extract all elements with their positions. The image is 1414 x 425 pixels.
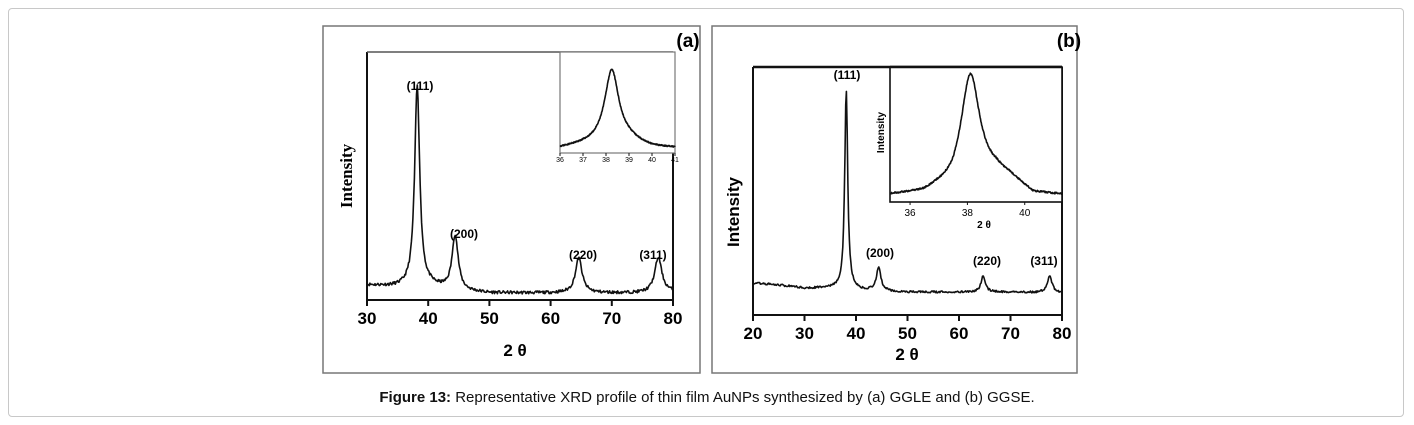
x-tick-label: 70	[602, 309, 621, 328]
peak-label: (311)	[1030, 254, 1057, 268]
inset-x-axis-label: 2 θ	[977, 220, 991, 231]
x-tick-label: 70	[1001, 324, 1020, 343]
caption-label: Figure 13:	[379, 389, 452, 406]
inset-x-tick-label: 40	[1019, 208, 1031, 219]
peak-label: (220)	[569, 248, 597, 262]
x-tick-label: 40	[847, 324, 866, 343]
x-tick-label: 60	[950, 324, 969, 343]
xrd-series-line	[752, 90, 1063, 294]
inset-x-tick-label: 41	[671, 157, 679, 164]
peak-label: (111)	[407, 79, 434, 93]
x-axis-label: 2 θ	[895, 345, 918, 364]
caption-text: Representative XRD profile of thin film …	[451, 389, 1035, 406]
x-tick-label: 30	[795, 324, 814, 343]
figure-caption: Figure 13: Representative XRD profile of…	[0, 389, 1414, 406]
inset-frame	[559, 51, 676, 154]
xrd-series-line	[366, 84, 674, 295]
inset-series-line	[889, 72, 1063, 195]
peak-label: (111)	[834, 68, 861, 82]
y-axis-label: Intensity	[724, 177, 743, 247]
peak-label: (220)	[973, 254, 1001, 268]
inset-x-tick-label: 36	[905, 208, 917, 219]
x-tick-label: 60	[541, 309, 560, 328]
inset-x-tick-label: 37	[579, 157, 587, 164]
peak-label: (311)	[639, 248, 666, 262]
inset-x-tick-label: 38	[602, 157, 610, 164]
x-tick-label: 40	[419, 309, 438, 328]
figure-frame	[8, 8, 1404, 417]
panel-label: (b)	[1057, 31, 1081, 52]
y-axis-label: Intensity	[337, 143, 356, 208]
inset-y-axis-label: Intensity	[876, 112, 887, 154]
x-tick-label: 80	[664, 309, 683, 328]
peak-label: (200)	[866, 246, 894, 260]
inset-x-tick-label: 36	[556, 157, 564, 164]
x-tick-label: 80	[1053, 324, 1072, 343]
x-tick-label: 30	[358, 309, 377, 328]
inset-series-line	[559, 68, 676, 148]
inset-x-tick-label: 38	[962, 208, 974, 219]
inset-x-tick-label: 40	[648, 157, 656, 164]
inset-frame	[889, 66, 1063, 203]
x-axis-label: 2 θ	[503, 341, 526, 360]
panel-label: (a)	[676, 31, 699, 52]
x-tick-label: 50	[898, 324, 917, 343]
x-tick-label: 50	[480, 309, 499, 328]
peak-label: (200)	[450, 227, 478, 241]
inset-x-tick-label: 39	[625, 157, 633, 164]
x-tick-label: 20	[744, 324, 763, 343]
